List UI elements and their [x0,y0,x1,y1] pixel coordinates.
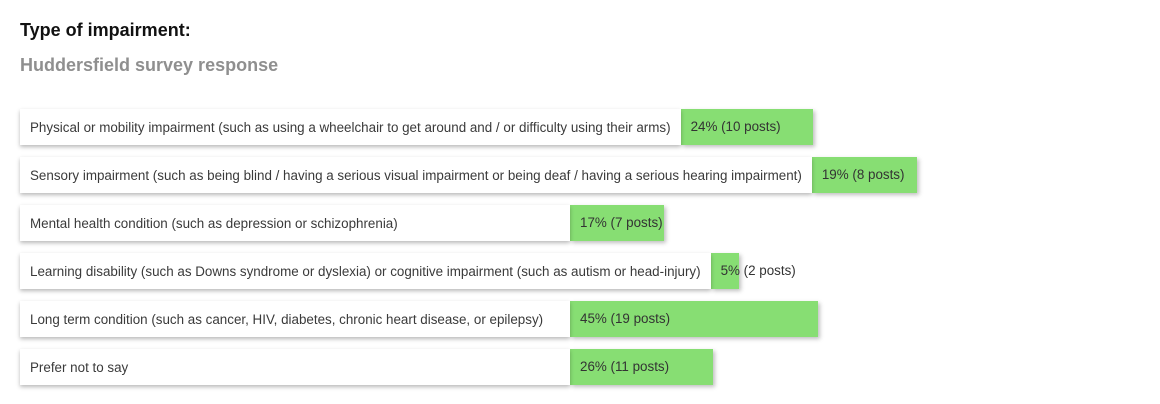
bar-row: Long term condition (such as cancer, HIV… [20,301,1140,337]
data-label: 24% (10 posts) [690,119,781,134]
bar-row: Physical or mobility impairment (such as… [20,109,1140,145]
bar-row: Mental health condition (such as depress… [20,205,1140,241]
chart-title: Type of impairment: [20,20,191,40]
bar [710,253,739,289]
data-label: 26% (11 posts) [580,359,670,374]
bar-area: 26% (11 posts) [570,349,713,385]
bar [680,109,813,145]
bar-row: Sensory impairment (such as being blind … [20,157,1140,193]
data-label: 17% (7 posts) [580,215,663,230]
bar-area: 24% (10 posts) [680,109,813,145]
bar-rows: Physical or mobility impairment (such as… [20,109,1140,397]
bar [570,301,818,337]
bar-area: 5% (2 posts) [710,253,796,289]
category-label: Sensory impairment (such as being blind … [20,157,812,193]
chart-subtitle: Huddersfield survey response [20,55,279,75]
category-label: Physical or mobility impairment (such as… [20,109,681,145]
category-label: Mental health condition (such as depress… [20,205,570,241]
bar [570,205,664,241]
category-label: Prefer not to say [20,349,570,385]
bar [811,157,917,193]
category-label: Long term condition (such as cancer, HIV… [20,301,570,337]
bar [570,349,713,385]
bar-area: 19% (8 posts) [811,157,917,193]
bar-area: 17% (7 posts) [570,205,664,241]
data-label: 19% (8 posts) [821,167,905,182]
data-label: 45% (19 posts) [580,311,671,326]
bar-area: 45% (19 posts) [570,301,818,337]
data-label: 5% (2 posts) [720,263,796,278]
bar-row: Prefer not to say 26% (11 posts) [20,349,1140,385]
category-label: Learning disability (such as Downs syndr… [20,253,711,289]
bar-row: Learning disability (such as Downs syndr… [20,253,1140,289]
